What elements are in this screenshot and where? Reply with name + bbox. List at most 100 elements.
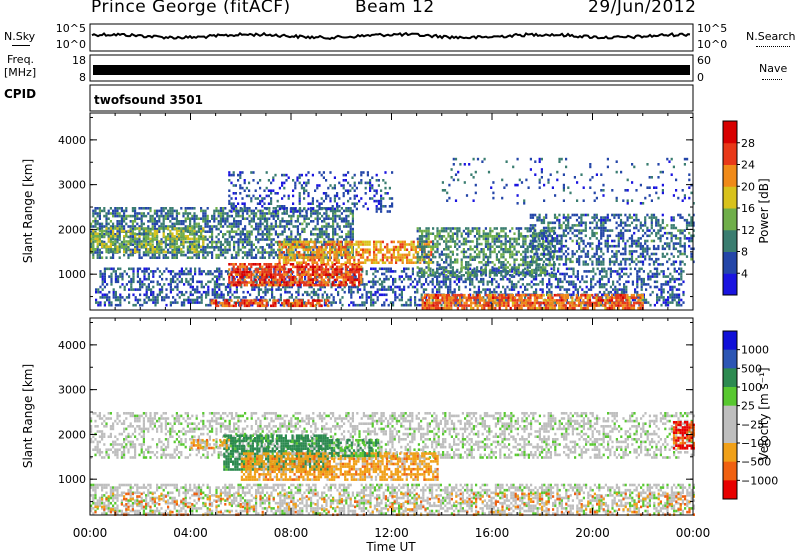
heatmap-cell [207,272,210,276]
heatmap-cell [264,293,267,297]
heatmap-cell [197,240,200,243]
heatmap-cell [98,240,101,243]
heatmap-cell [366,251,369,254]
heatmap-cell [336,278,339,282]
heatmap-cell [388,248,391,251]
heatmap-cell [323,301,326,304]
heatmap-cell [332,217,335,220]
heatmap-cell [109,220,112,223]
heatmap-cell [582,306,585,310]
heatmap-cell [456,293,459,297]
heatmap-cell [352,301,355,304]
heatmap-cell [588,296,592,300]
heatmap-cell [189,272,192,276]
heatmap-cell [246,256,249,259]
heatmap-cell [529,296,532,300]
heatmap-cell [219,248,222,252]
heatmap-cell [145,293,148,297]
heatmap-cell [116,222,119,226]
heatmap-cell [361,296,364,299]
heatmap-cell [128,293,131,297]
heatmap-cell [228,281,231,284]
heatmap-cell [189,293,192,297]
heatmap-cell [259,225,262,228]
heatmap-cell [358,281,361,284]
heatmap-cell [120,229,123,233]
heatmap-cell [592,277,595,281]
heatmap-cell [107,240,110,243]
heatmap-cell [145,207,148,210]
heatmap-cell [272,217,275,220]
heatmap-cell [593,301,596,305]
heatmap-cell [467,293,470,297]
heatmap-cell [278,283,281,287]
heatmap-cell [184,240,187,244]
heatmap-cell [215,235,218,239]
heatmap-cell [162,250,165,254]
heatmap-cell [464,280,467,284]
heatmap-cell [147,242,150,246]
heatmap-cell [478,304,481,307]
heatmap-cell [162,227,165,230]
heatmap-cell [123,250,126,254]
heatmap-cell [237,240,240,244]
heatmap-cell [248,253,251,257]
heatmap-cell [130,277,133,281]
heatmap-cell [131,220,134,223]
heatmap-cell [152,298,155,302]
heatmap-cell [120,214,123,218]
heatmap-cell [281,265,284,269]
heatmap-cell [121,283,124,286]
heatmap-cell [298,268,301,271]
heatmap-cell [554,285,557,289]
heatmap-cell [332,230,335,233]
heatmap-cell [346,240,349,244]
heatmap-cell [289,248,292,251]
heatmap-cell [304,240,307,244]
heatmap-cell [469,280,472,284]
heatmap-cell [232,281,235,284]
heatmap-cell [360,268,363,271]
heatmap-cell [276,299,279,302]
heatmap-cell [112,209,115,213]
heatmap-cell [507,301,510,305]
heatmap-cell [441,293,444,297]
heatmap-cell [449,280,452,284]
heatmap-cell [272,238,275,241]
heatmap-cell [598,280,601,284]
heatmap-cell [195,217,198,220]
heatmap-cell [484,288,487,291]
heatmap-cell [529,301,532,305]
heatmap-cell [399,245,402,249]
heatmap-cell [90,248,93,251]
heatmap-cell [267,263,270,266]
heatmap-cell [636,272,639,276]
heatmap-cell [171,207,174,210]
heatmap-cell [390,253,393,257]
heatmap-cell [174,280,177,284]
heatmap-cell [613,304,616,307]
heatmap-cell [158,251,161,254]
heatmap-cell [331,240,334,244]
heatmap-cell [489,299,492,302]
heatmap-cell [458,285,461,289]
heatmap-cell [328,296,331,299]
heatmap-cell [277,243,280,246]
heatmap-cell [381,283,384,286]
heatmap-cell [285,240,288,244]
heatmap-cell [173,237,176,241]
heatmap-cell [296,251,299,254]
heatmap-cell [312,288,315,291]
heatmap-cell [267,273,270,276]
heatmap-cell [671,296,674,299]
heatmap-cell [221,304,224,308]
heatmap-cell [477,280,480,284]
heatmap-cell [439,306,442,310]
heatmap-cell [117,296,120,299]
heatmap-cell [277,256,280,259]
heatmap-cell [642,298,645,302]
heatmap-cell [381,280,384,284]
heatmap-cell [558,306,561,310]
heatmap-cell [235,240,238,244]
heatmap-cell [326,261,329,264]
